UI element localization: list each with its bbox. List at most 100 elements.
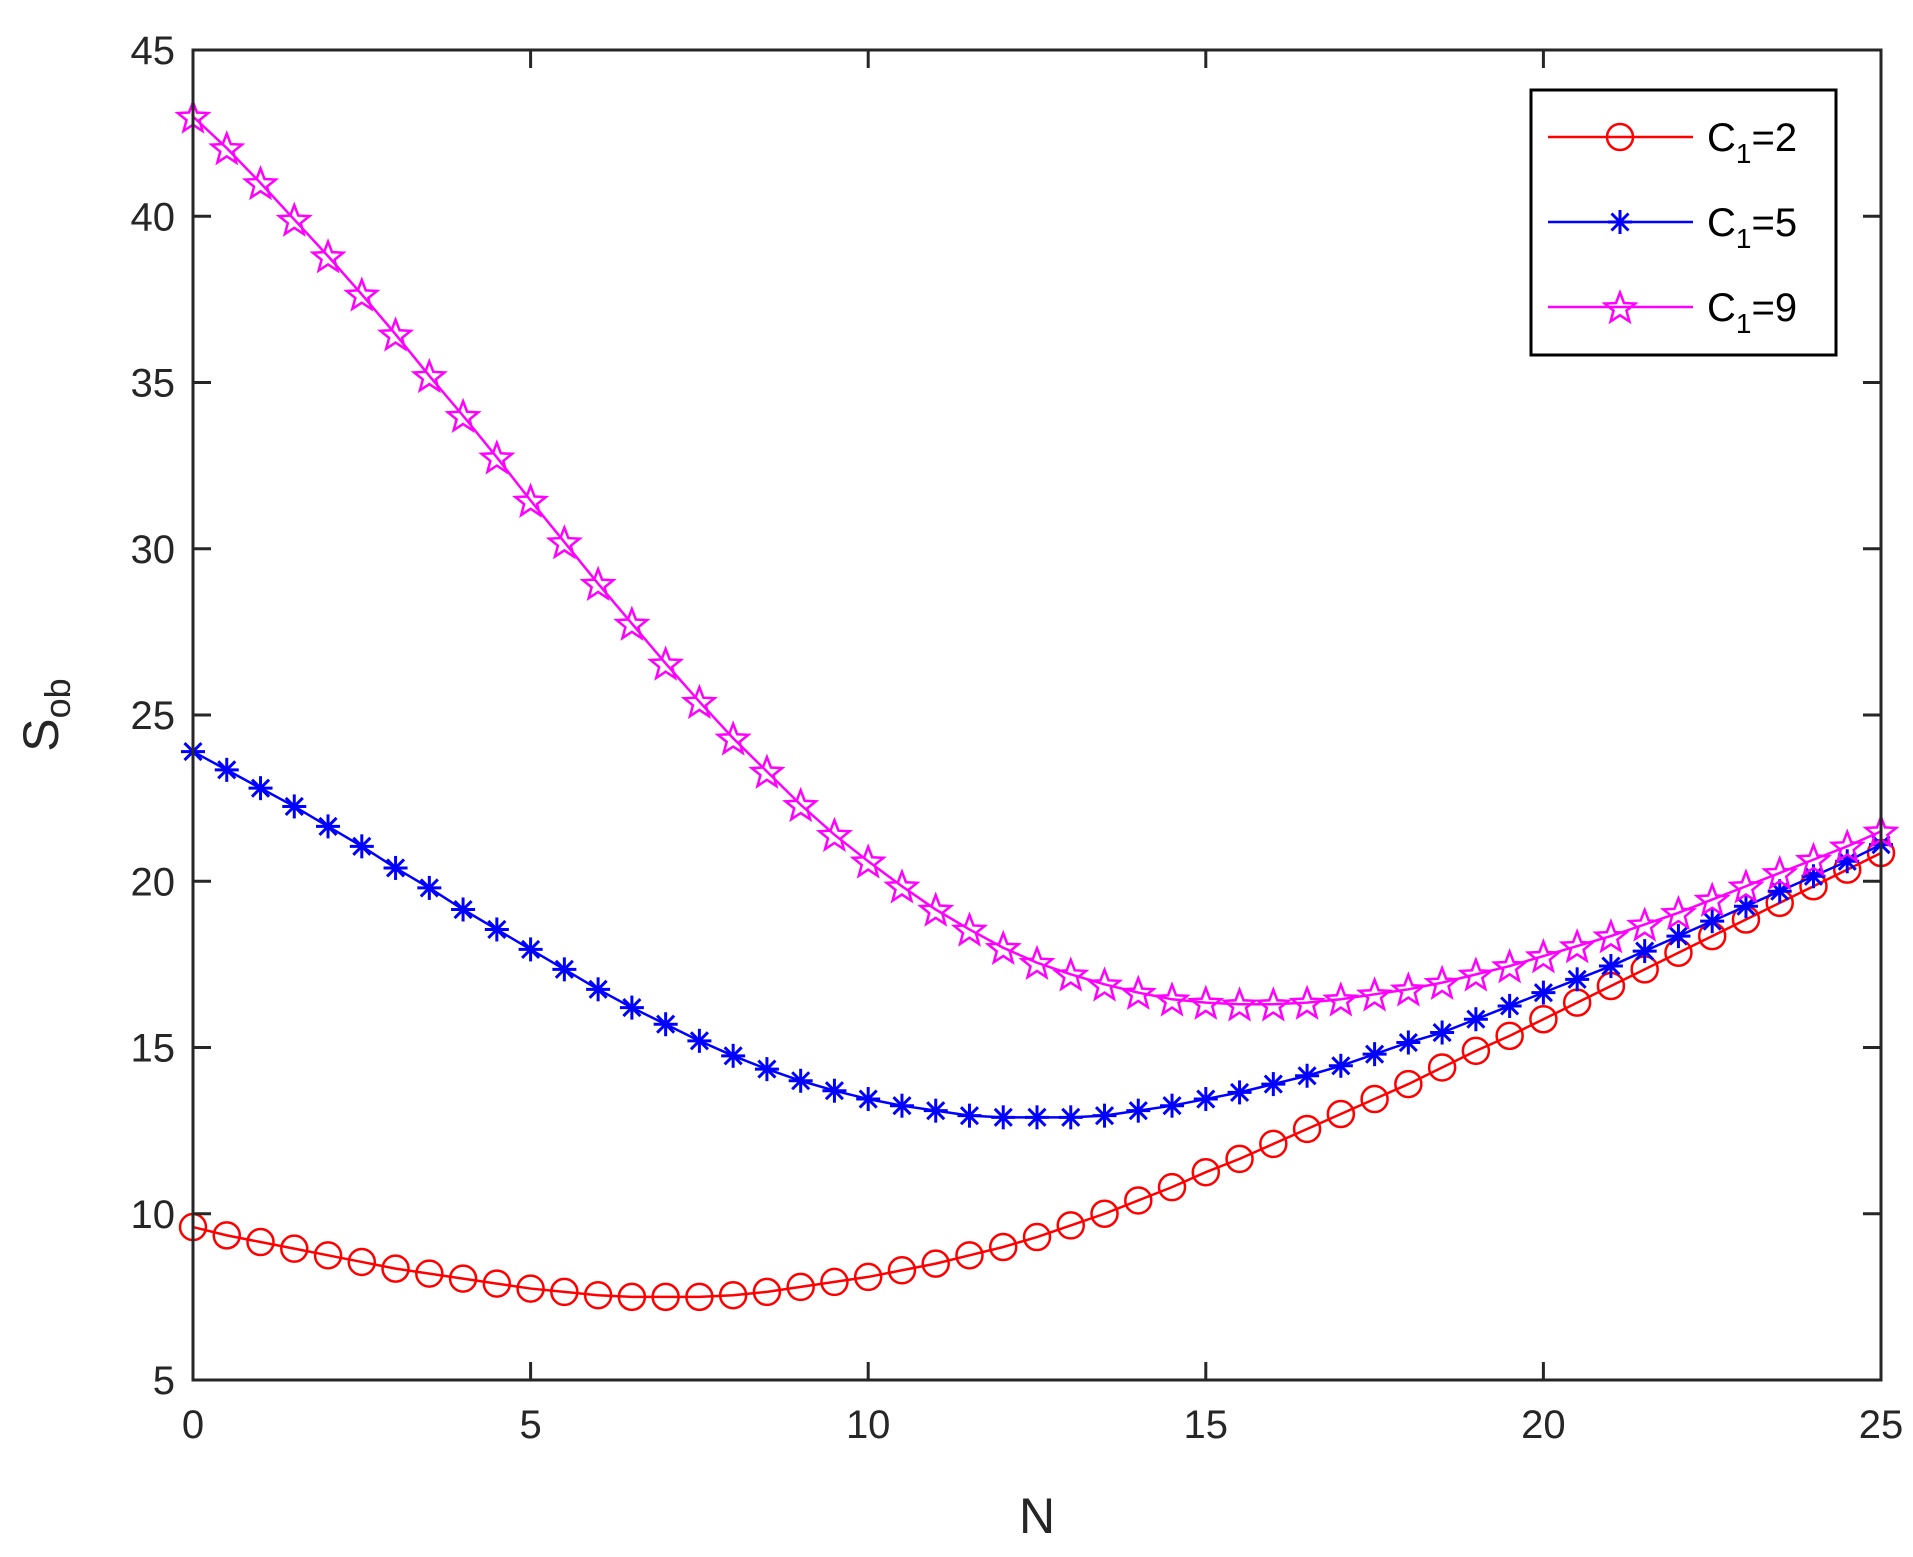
x-tick-label: 5 — [519, 1403, 541, 1447]
data-point — [415, 1259, 444, 1288]
data-point — [381, 1254, 410, 1283]
data-point — [1092, 1103, 1117, 1128]
data-point — [1598, 954, 1623, 979]
x-tick-label: 0 — [182, 1403, 204, 1447]
data-point — [1126, 1098, 1151, 1123]
legend-entry: C1=2 — [1548, 116, 1797, 169]
data-point — [1565, 967, 1590, 992]
data-point — [1221, 986, 1259, 1022]
data-point — [1529, 1004, 1558, 1034]
data-point — [988, 1232, 1018, 1262]
data-point — [1288, 984, 1326, 1020]
data-point — [1153, 981, 1191, 1017]
data-point — [444, 397, 482, 434]
x-tick-label: 25 — [1859, 1403, 1904, 1447]
legend: C1=2C1=5C1=9 — [1529, 88, 1838, 357]
data-point — [1794, 841, 1833, 877]
data-point — [1356, 976, 1394, 1012]
data-point — [1124, 1186, 1153, 1215]
legend-label: C1=9 — [1707, 286, 1797, 339]
data-point — [822, 1078, 847, 1103]
data-point — [280, 1234, 309, 1263]
data-point — [1761, 854, 1799, 891]
legend-label: C1=5 — [1707, 201, 1797, 254]
y-axis-title-main: S — [13, 718, 69, 751]
y-tick-label: 45 — [131, 29, 176, 73]
data-point — [921, 1249, 950, 1278]
legend-entry: C1=5 — [1548, 201, 1797, 254]
data-point — [1085, 966, 1124, 1002]
data-point — [1592, 918, 1630, 954]
data-point — [1733, 894, 1758, 919]
data-point — [651, 1282, 680, 1312]
data-point — [349, 834, 374, 859]
data-point — [957, 1103, 982, 1128]
y-tick-label: 25 — [131, 694, 176, 738]
data-point — [347, 1247, 377, 1277]
data-point — [1254, 986, 1292, 1022]
data-point — [617, 1282, 647, 1312]
data-point — [275, 201, 313, 237]
data-point — [1259, 1129, 1288, 1159]
legend-label-tail: =9 — [1751, 286, 1797, 330]
data-point — [1659, 894, 1698, 931]
data-point — [246, 1227, 275, 1257]
data-point — [721, 1043, 746, 1068]
data-point — [647, 645, 685, 681]
data-point — [484, 917, 509, 942]
data-point — [680, 683, 718, 719]
data-point — [309, 238, 347, 274]
y-axis-title: Sob — [13, 678, 78, 751]
data-point — [1693, 881, 1731, 917]
data-point — [1328, 1053, 1353, 1078]
legend-label-main: C — [1707, 286, 1736, 330]
data-point — [1394, 1069, 1423, 1099]
data-point — [376, 316, 415, 352]
data-point — [1295, 1063, 1320, 1088]
data-point — [208, 130, 246, 166]
data-point — [214, 757, 239, 782]
y-tick-label: 15 — [131, 1027, 176, 1071]
legend-label-sub: 1 — [1736, 138, 1752, 169]
data-point — [1828, 828, 1866, 864]
data-point — [586, 977, 611, 1002]
data-point — [685, 1282, 714, 1312]
data-point — [1531, 980, 1556, 1005]
data-point — [714, 720, 752, 756]
data-point — [1187, 984, 1225, 1020]
x-tick-label: 10 — [846, 1403, 891, 1447]
series-2 — [174, 98, 1900, 1022]
data-point — [282, 794, 307, 819]
data-point — [1292, 1114, 1322, 1144]
series-line — [192, 115, 1882, 1006]
legend-label-main: C — [1707, 116, 1736, 160]
data-point — [1193, 1087, 1218, 1112]
data-point — [448, 1264, 478, 1293]
data-point — [1463, 1007, 1488, 1032]
data-point — [550, 1277, 579, 1307]
data-point — [1056, 1211, 1086, 1240]
y-tick-label: 10 — [131, 1193, 176, 1237]
data-point — [1427, 1053, 1457, 1082]
data-point — [889, 1093, 914, 1118]
data-point — [950, 911, 989, 947]
legend-items: C1=2C1=5C1=9 — [1548, 116, 1797, 339]
data-point — [853, 1262, 883, 1292]
data-point — [1700, 909, 1725, 934]
data-point — [1461, 1036, 1491, 1066]
data-point — [1225, 1144, 1254, 1174]
legend-entry: C1=9 — [1548, 286, 1797, 339]
data-point — [1022, 1222, 1052, 1252]
data-point — [687, 1028, 712, 1053]
data-point — [1018, 944, 1056, 981]
legend-label-sub: 1 — [1736, 223, 1752, 254]
data-point — [316, 814, 341, 839]
data-point — [820, 1267, 849, 1297]
data-point — [1430, 1020, 1455, 1045]
x-tick-label: 20 — [1521, 1403, 1566, 1447]
data-point — [518, 937, 543, 962]
data-point — [512, 482, 550, 518]
data-point — [1322, 981, 1360, 1017]
